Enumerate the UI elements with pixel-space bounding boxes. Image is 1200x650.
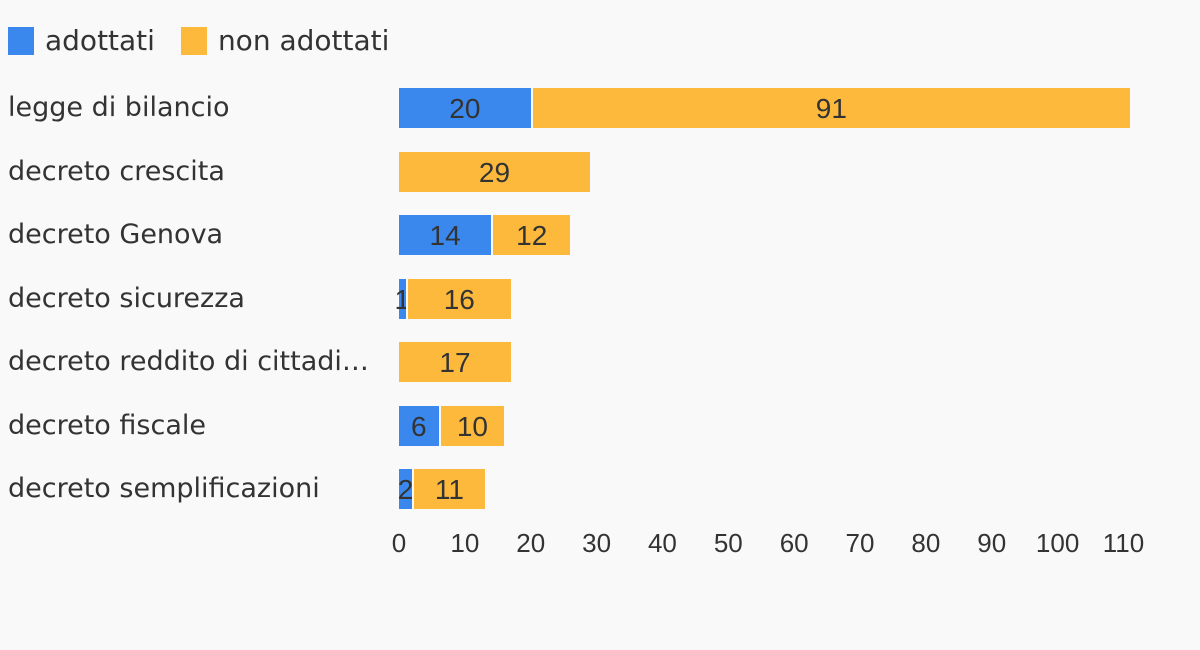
chart-row: decreto crescita 29 <box>0 151 1200 192</box>
legend-swatch-adottati <box>8 27 34 55</box>
chart-row: decreto fiscale 6 10 <box>0 405 1200 446</box>
bar-segment-non-adottati: 11 <box>412 469 485 509</box>
axis-tick-label: 30 <box>582 528 612 558</box>
value-label: 29 <box>478 156 511 188</box>
value-label: 91 <box>815 93 847 124</box>
axis-tick-label: 90 <box>977 528 1007 558</box>
value-label: 11 <box>434 474 464 505</box>
axis-tick-label: 80 <box>911 528 941 558</box>
legend-swatch-non-adottati <box>180 27 207 55</box>
legend-item: adottati <box>8 26 155 56</box>
axis-tick-label: 110 <box>1102 528 1145 558</box>
axis-tick-label: 10 <box>450 528 480 558</box>
value-label: 2 <box>397 474 414 505</box>
legend: adottati non adottati <box>8 26 389 56</box>
legend-item: non adottati <box>180 24 390 57</box>
category-label: decreto sicurezza <box>8 282 245 314</box>
bar-segment-adottati: 1 <box>394 278 410 319</box>
axis-tick-label: 50 <box>713 528 743 558</box>
chart-row: decreto semplificazioni 2 11 <box>0 469 1200 509</box>
value-label: 10 <box>456 410 489 442</box>
bar-segment-adottati: 2 <box>397 469 414 509</box>
axis-tick-label: 70 <box>845 528 875 558</box>
value-label: 12 <box>516 220 548 251</box>
value-label: 17 <box>439 347 471 378</box>
bar-segment-non-adottati: 17 <box>399 342 511 382</box>
bar-segment-non-adottati: 12 <box>491 215 571 255</box>
chart-row: decreto Genova 14 12 <box>0 215 1200 255</box>
legend-label: adottati <box>45 24 155 57</box>
axis-tick-label: 40 <box>647 528 677 558</box>
bar-segment-non-adottati: 29 <box>399 151 590 192</box>
category-label: decreto crescita <box>8 155 225 187</box>
category-label: decreto semplificazioni <box>8 473 320 504</box>
bar-segment-non-adottati: 91 <box>530 88 1131 128</box>
legend-label: non adottati <box>217 24 390 57</box>
axis-tick-label: 100 <box>1035 528 1080 558</box>
chart-row: decreto reddito di cittadi… 17 <box>0 342 1200 382</box>
axis-tick-label: 20 <box>516 528 546 558</box>
category-label: decreto fiscale <box>8 409 206 441</box>
chart-row: legge di bilancio 20 91 <box>0 88 1200 128</box>
category-label: decreto reddito di cittadi… <box>8 346 369 377</box>
value-label: 20 <box>449 93 481 124</box>
bar-segment-adottati: 20 <box>399 88 531 128</box>
bar-segment-non-adottati: 16 <box>405 278 511 319</box>
chart-row: decreto sicurezza 1 16 <box>0 278 1200 319</box>
value-label: 6 <box>410 410 427 442</box>
axis-tick-label: 60 <box>779 528 809 558</box>
category-label: decreto Genova <box>8 219 224 250</box>
axis-tick-label: 0 <box>391 528 407 558</box>
category-label: legge di bilancio <box>8 92 230 123</box>
value-label: 16 <box>443 283 475 315</box>
bar-segment-adottati: 6 <box>399 405 439 446</box>
bar-segment-non-adottati: 10 <box>438 405 505 446</box>
value-label: 14 <box>429 220 461 251</box>
bar-segment-adottati: 14 <box>399 215 492 255</box>
